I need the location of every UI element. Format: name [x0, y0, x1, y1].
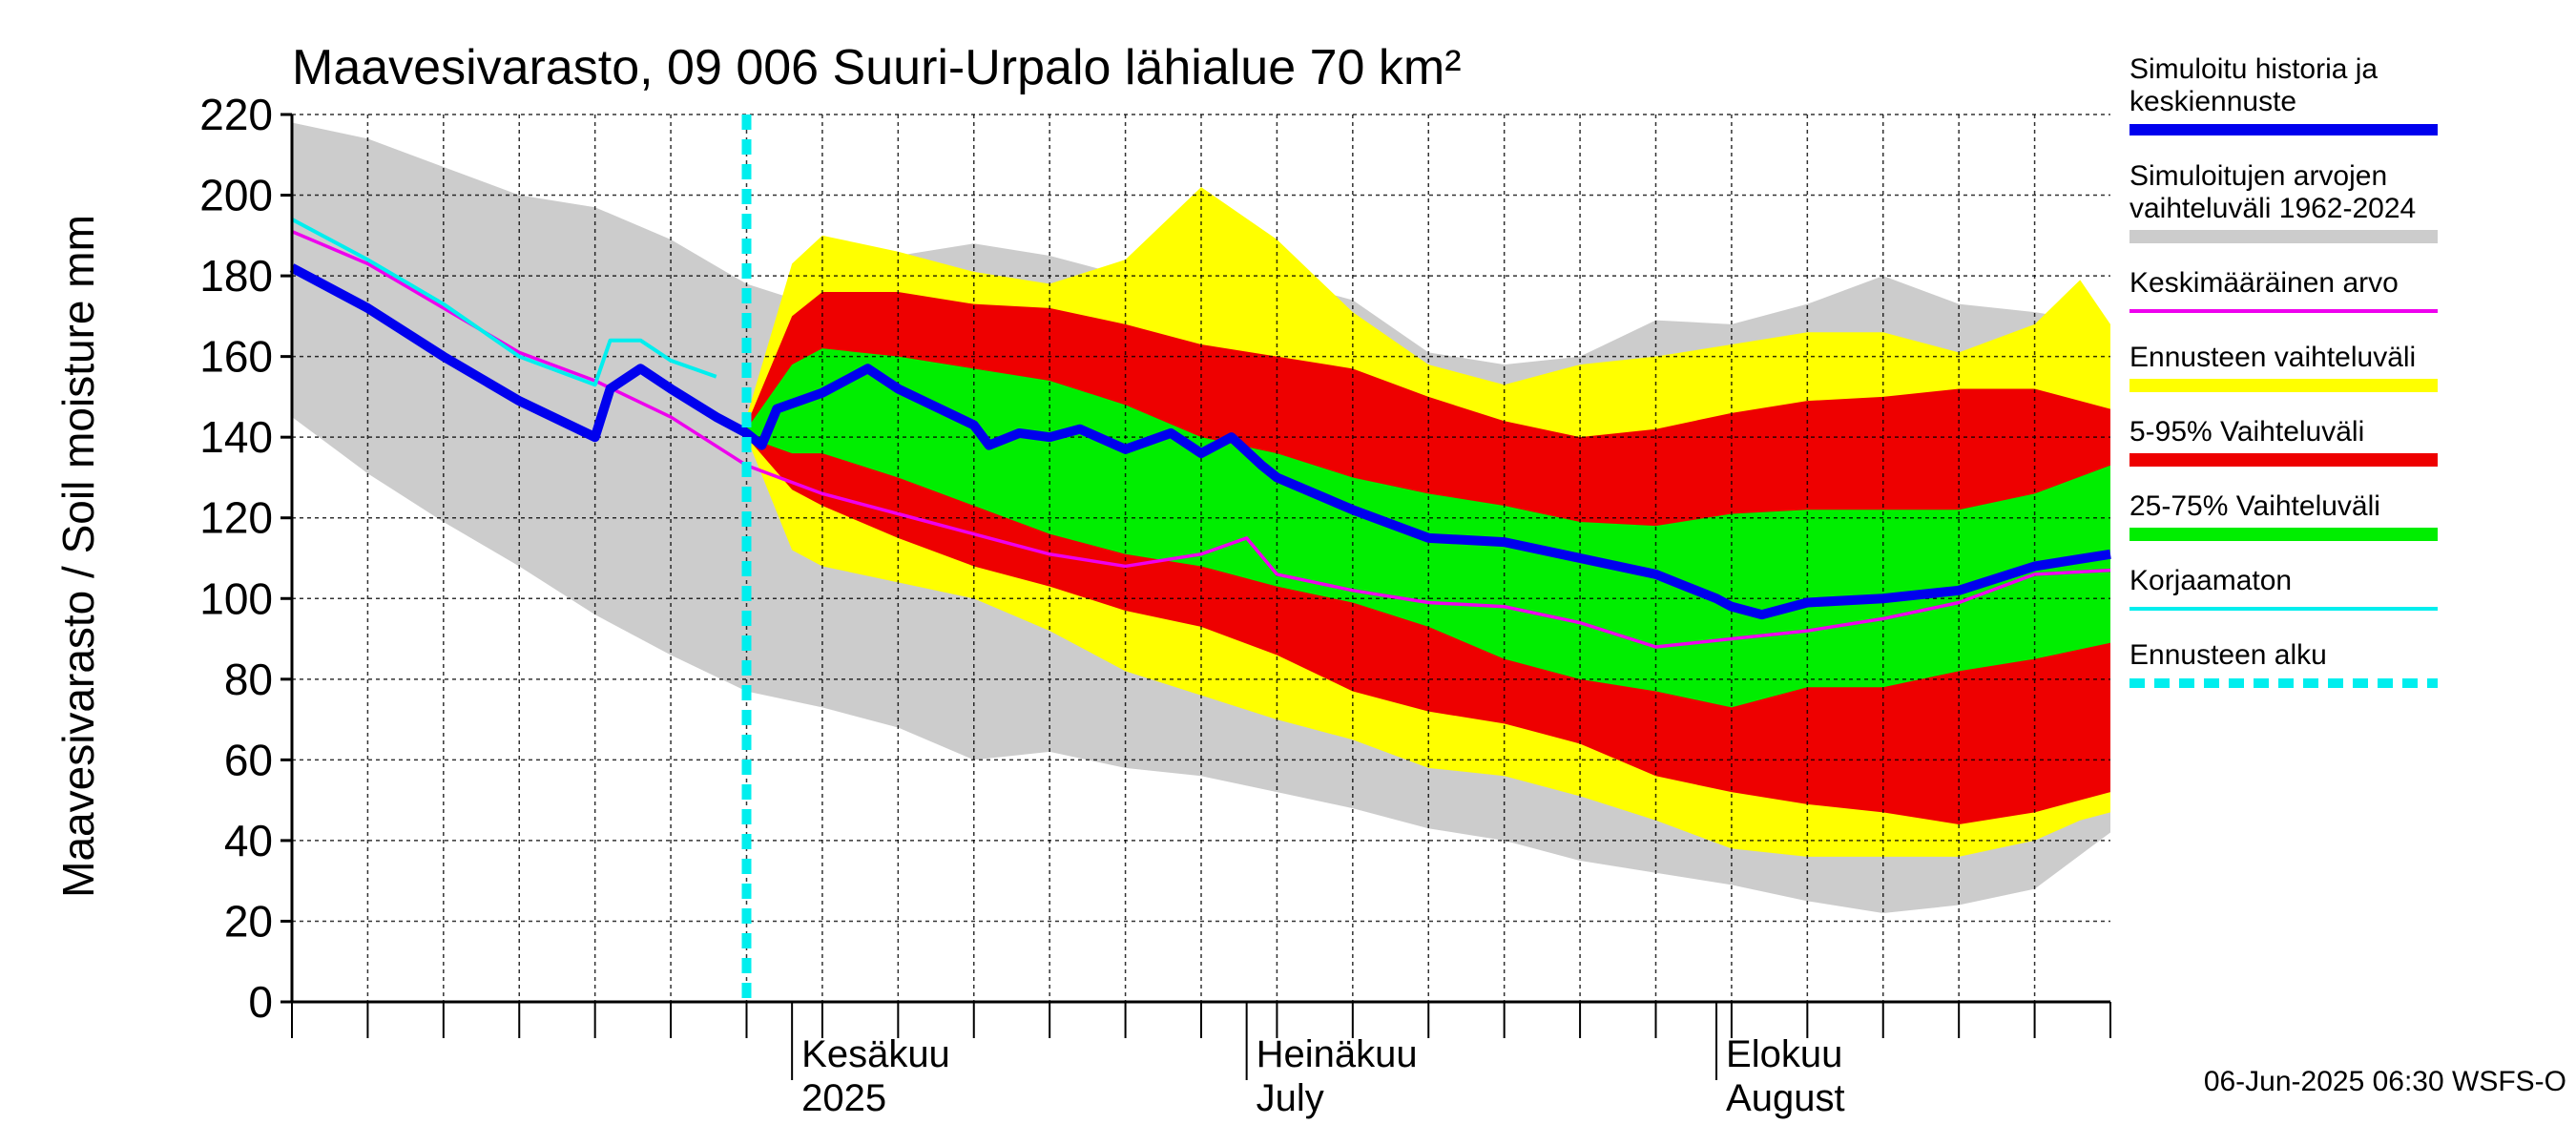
series-line-1: [291, 218, 717, 387]
legend-label-2: Keskimääräinen arvo: [2129, 267, 2399, 299]
y-tick-label: 200: [199, 171, 273, 220]
y-tick-label: 60: [224, 735, 273, 784]
y-tick-label: 140: [199, 412, 273, 462]
month-label: Elokuu: [1726, 1033, 1842, 1075]
y-tick-label: 100: [199, 573, 273, 623]
y-tick-label: 80: [224, 655, 273, 704]
legend-label-1: Simuloitujen arvojen: [2129, 160, 2387, 192]
y-tick-label: 160: [199, 332, 273, 382]
y-tick-label: 120: [199, 493, 273, 543]
month-label-2: July: [1257, 1077, 1324, 1119]
legend-label-6: Korjaamaton: [2129, 565, 2292, 596]
month-label-2: August: [1726, 1077, 1845, 1119]
legend-label-7: Ennusteen alku: [2129, 639, 2327, 671]
month-label-2: 2025: [801, 1077, 886, 1119]
y-tick-label: 220: [199, 90, 273, 139]
y-tick-label: 180: [199, 251, 273, 301]
y-tick-label: 40: [224, 816, 273, 865]
y-tick-label: 20: [224, 896, 273, 946]
legend-label-4: 5-95% Vaihteluväli: [2129, 416, 2364, 448]
legend-label-5: 25-75% Vaihteluväli: [2129, 490, 2380, 522]
series-line-2: [289, 263, 2111, 620]
y-axis-label: Maavesivarasto / Soil moisture mm: [53, 215, 103, 898]
y-tick-label: 0: [248, 977, 273, 1027]
timestamp: 06-Jun-2025 06:30 WSFS-O: [2204, 1066, 2566, 1097]
legend-label2-1: vaihteluväli 1962-2024: [2129, 193, 2416, 224]
chart-title: Maavesivarasto, 09 006 Suuri-Urpalo lähi…: [292, 40, 1462, 95]
legend-label-3: Ennusteen vaihteluväli: [2129, 342, 2416, 373]
legend-label-0: Simuloitu historia ja: [2129, 53, 2378, 85]
month-label: Heinäkuu: [1257, 1033, 1418, 1075]
legend-label2-0: keskiennuste: [2129, 86, 2296, 117]
month-label: Kesäkuu: [801, 1033, 950, 1075]
